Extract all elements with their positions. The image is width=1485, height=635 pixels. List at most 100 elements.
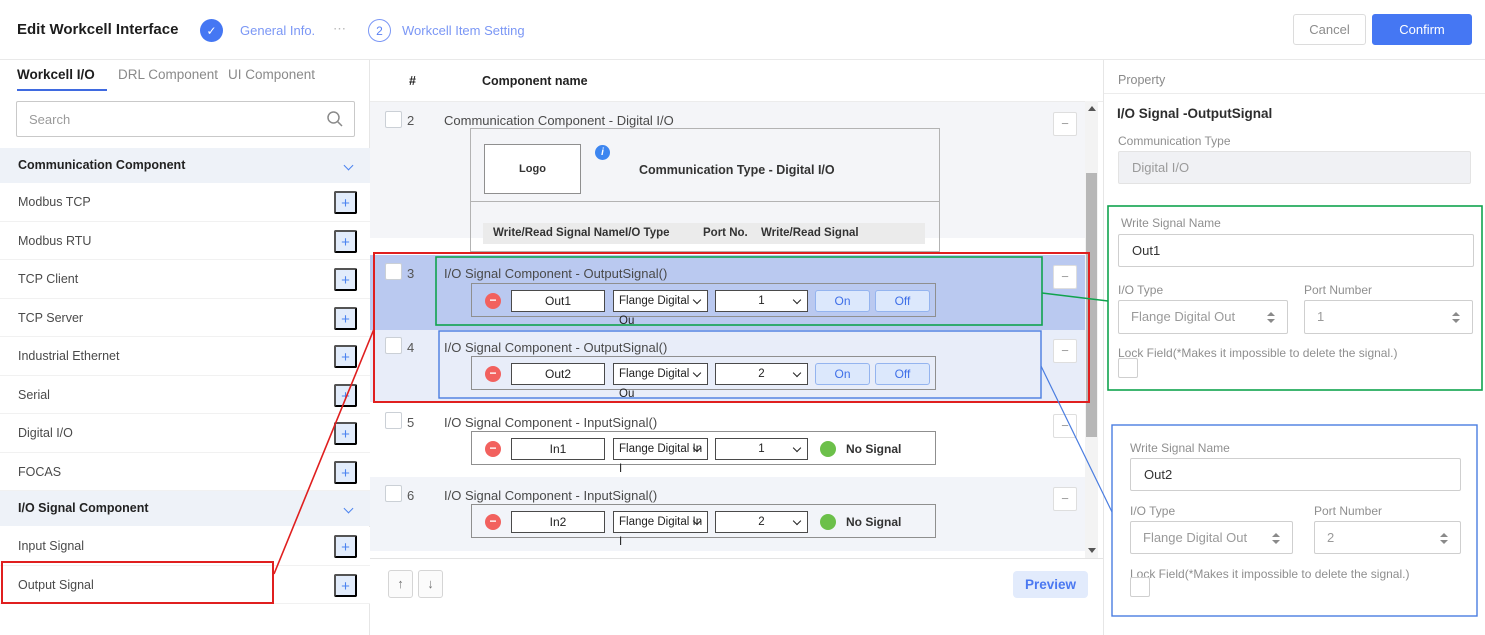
write-signal-name-input-2[interactable] (1130, 458, 1461, 491)
step1-label: General Info. (240, 23, 316, 38)
io-type-select[interactable]: Flange Digital In I (613, 438, 708, 475)
header-bar: Edit Workcell Interface ✓ General Info. … (0, 0, 1485, 60)
row-5-checkbox[interactable] (385, 412, 402, 429)
signal-on-button[interactable]: On (815, 363, 870, 385)
spinner-arrows-icon[interactable] (1267, 312, 1275, 323)
delete-signal-icon[interactable]: − (485, 514, 501, 530)
item-label: TCP Server (18, 310, 84, 325)
sidebar-item-tcp-client[interactable]: TCP Client + (0, 260, 370, 299)
step2-label: Workcell Item Setting (402, 23, 525, 38)
preview-button[interactable]: Preview (1013, 571, 1088, 598)
io-type-select[interactable]: Flange Digital Ou (613, 363, 708, 400)
header-divider (370, 101, 1103, 102)
table-row-2[interactable]: 2 Communication Component - Digital I/O … (370, 102, 1085, 252)
add-digital-io-button[interactable]: + (334, 422, 357, 445)
col-write-read-signal-name: Write/Read Signal Name (493, 227, 626, 239)
spinner-arrows-icon[interactable] (1272, 533, 1280, 544)
signal-name-input[interactable] (511, 511, 605, 533)
signal-off-button[interactable]: Off (875, 290, 930, 312)
info-icon[interactable]: i (595, 145, 610, 160)
port-number-select[interactable]: 1 (1304, 300, 1473, 334)
sidebar-item-digital-io[interactable]: Digital I/O + (0, 414, 370, 453)
cancel-button[interactable]: Cancel (1293, 14, 1366, 45)
row-5-collapse-button[interactable]: − (1053, 414, 1077, 438)
write-signal-name-input[interactable] (1118, 234, 1474, 267)
item-label: Input Signal (18, 539, 85, 553)
row-6-title: I/O Signal Component - InputSignal() (444, 488, 658, 503)
scroll-down-icon[interactable] (1088, 548, 1096, 553)
table-row-3-selected[interactable]: 3 I/O Signal Component - OutputSignal() … (370, 255, 1085, 330)
port-value: 1 (758, 295, 765, 307)
tab-workcell-io[interactable]: Workcell I/O (17, 67, 95, 82)
signal-name-input[interactable] (511, 363, 605, 385)
scrollbar-thumb[interactable] (1086, 173, 1097, 437)
sidebar-item-modbus-rtu[interactable]: Modbus RTU + (0, 221, 370, 260)
sidebar-item-serial[interactable]: Serial + (0, 375, 370, 414)
port-select[interactable]: 1 (715, 290, 808, 312)
io-type-select[interactable]: Flange Digital In I (613, 511, 708, 548)
table-row-6[interactable]: 6 I/O Signal Component - InputSignal() −… (370, 477, 1085, 551)
table-row-4-selected[interactable]: 4 I/O Signal Component - OutputSignal() … (370, 330, 1085, 402)
signal-name-input[interactable] (511, 438, 605, 460)
vertical-scrollbar[interactable] (1085, 101, 1098, 558)
io-type-select-2[interactable]: Flange Digital Out (1130, 521, 1293, 554)
delete-signal-icon[interactable]: − (485, 293, 501, 309)
row-6-collapse-button[interactable]: − (1053, 487, 1077, 511)
tab-ui-component[interactable]: UI Component (228, 67, 316, 82)
write-signal-name-label-2: Write Signal Name (1130, 441, 1230, 455)
row-3-collapse-button[interactable]: − (1053, 265, 1077, 289)
signal-on-button[interactable]: On (815, 290, 870, 312)
section-communication-component[interactable]: Communication Component (0, 148, 370, 183)
table-row-5[interactable]: 5 I/O Signal Component - InputSignal() −… (370, 404, 1085, 477)
sidebar-item-input-signal[interactable]: Input Signal + (0, 527, 370, 566)
add-input-signal-button[interactable]: + (334, 535, 357, 558)
spinner-arrows-icon[interactable] (1452, 312, 1460, 323)
move-down-button[interactable]: ↓ (418, 570, 443, 598)
sidebar-item-focas[interactable]: FOCAS + (0, 452, 370, 491)
sidebar-item-industrial-ethernet[interactable]: Industrial Ethernet + (0, 337, 370, 376)
port-select[interactable]: 1 (715, 438, 808, 460)
io-type-select[interactable]: Flange Digital Ou (613, 290, 708, 327)
row-6-checkbox[interactable] (385, 485, 402, 502)
port-select[interactable]: 2 (715, 511, 808, 533)
signal-editor-panel: − Flange Digital Ou 1 On Off (471, 283, 936, 327)
row-2-checkbox[interactable] (385, 111, 402, 128)
delete-signal-icon[interactable]: − (485, 366, 501, 382)
sidebar-item-output-signal[interactable]: Output Signal + (0, 565, 370, 604)
row-2-collapse-button[interactable]: − (1053, 112, 1077, 136)
row-4-checkbox[interactable] (385, 337, 402, 354)
io-type-select[interactable]: Flange Digital Out (1118, 300, 1288, 334)
row-3-checkbox[interactable] (385, 263, 402, 280)
add-focas-button[interactable]: + (334, 460, 357, 484)
lock-field-checkbox-2[interactable] (1130, 577, 1150, 597)
add-tcp-server-button[interactable]: + (334, 306, 357, 330)
chevron-down-icon (792, 443, 802, 453)
active-tab-underline (17, 89, 107, 91)
scroll-up-icon[interactable] (1088, 106, 1096, 111)
panel-divider (471, 201, 939, 202)
section-io-signal-component[interactable]: I/O Signal Component (0, 491, 370, 526)
add-modbus-tcp-button[interactable]: + (334, 191, 357, 214)
row-3-title: I/O Signal Component - OutputSignal() (444, 266, 668, 281)
add-industrial-ethernet-button[interactable]: + (334, 345, 357, 368)
add-serial-button[interactable]: + (334, 383, 357, 407)
delete-signal-icon[interactable]: − (485, 441, 501, 457)
add-tcp-client-button[interactable]: + (334, 268, 357, 291)
search-input[interactable] (29, 102, 324, 136)
spinner-arrows-icon[interactable] (1440, 533, 1448, 544)
row-4-collapse-button[interactable]: − (1053, 339, 1077, 363)
tab-drl-component[interactable]: DRL Component (118, 67, 219, 82)
page-title: Edit Workcell Interface (17, 21, 179, 38)
port-number-select-2[interactable]: 2 (1314, 521, 1461, 554)
port-select[interactable]: 2 (715, 363, 808, 385)
sidebar-item-tcp-server[interactable]: TCP Server + (0, 298, 370, 337)
sidebar-item-modbus-tcp[interactable]: Modbus TCP + (0, 183, 370, 222)
signal-name-input[interactable] (511, 290, 605, 312)
add-output-signal-button[interactable]: + (334, 573, 357, 597)
signal-off-button[interactable]: Off (875, 363, 930, 385)
item-label: FOCAS (18, 464, 62, 479)
lock-field-checkbox[interactable] (1118, 358, 1138, 378)
move-up-button[interactable]: ↑ (388, 570, 413, 598)
add-modbus-rtu-button[interactable]: + (334, 229, 357, 253)
confirm-button[interactable]: Confirm (1372, 14, 1472, 45)
